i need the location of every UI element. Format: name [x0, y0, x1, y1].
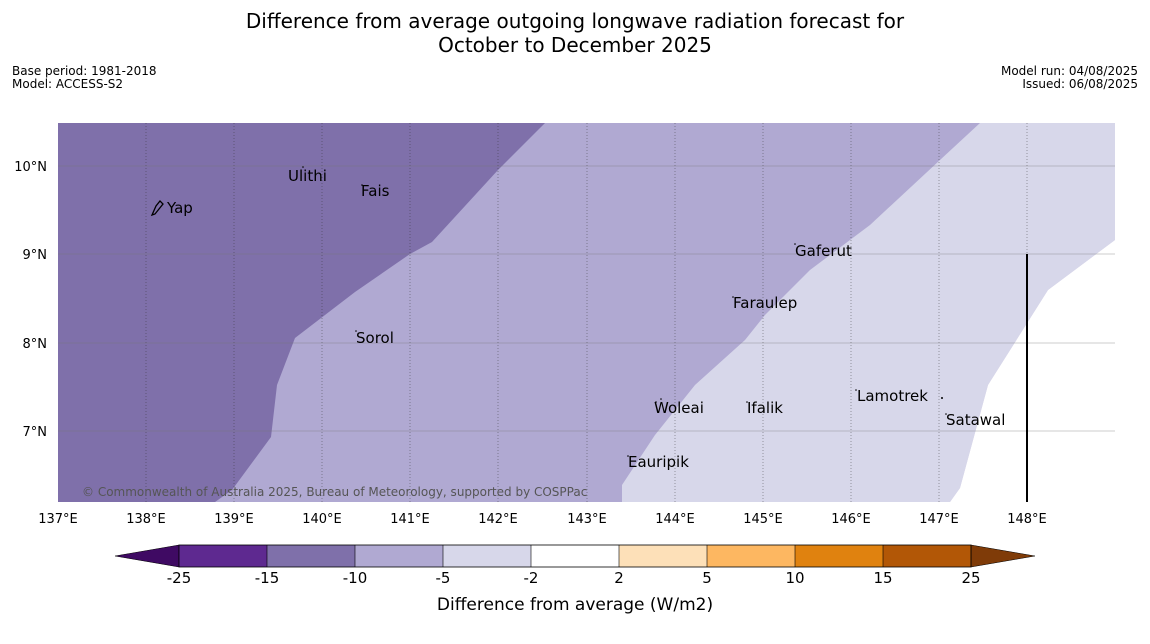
place-label-eauripik: Eauripik — [628, 453, 689, 471]
colorbar-ticks: -25 -15 -10 -5 -2 2 5 10 15 25 — [167, 569, 981, 587]
colorbar-segment-1 — [179, 545, 267, 567]
place-label-satawal: Satawal — [946, 411, 1005, 429]
colorbar-segment-3 — [355, 545, 443, 567]
colorbar-segment-9 — [883, 545, 971, 567]
band-neutral — [950, 240, 1115, 502]
colorbar-tick-10: 25 — [961, 569, 980, 587]
colorbar-segment-5 — [531, 545, 619, 567]
colorbar-tick-8: 10 — [785, 569, 804, 587]
island-dots — [302, 166, 947, 457]
x-axis-ticks: 137°E 138°E 139°E 140°E 141°E 142°E 143°… — [38, 512, 1047, 527]
place-label-faraulep: Faraulep — [733, 294, 797, 312]
x-tick-141e: 141°E — [390, 512, 430, 527]
place-label-fais: Fais — [361, 182, 390, 200]
chart-title: Difference from average outgoing longwav… — [0, 9, 1150, 57]
map-area: Yap Ulithi Fais Gaferut Faraulep Sorol W… — [58, 123, 1115, 502]
colorbar-low-extension — [114, 544, 180, 568]
x-tick-138e: 138°E — [126, 512, 166, 527]
place-label-lamotrek: Lamotrek — [857, 387, 928, 405]
y-tick-7n: 7°N — [23, 425, 48, 440]
x-tick-144e: 144°E — [655, 512, 695, 527]
yap-island-shape — [150, 200, 164, 217]
colorbar-tick-4: -5 — [436, 569, 451, 587]
colorbar-tick-1: -25 — [167, 569, 192, 587]
colorbar: -25 -15 -10 -5 -2 2 5 10 15 25 Differenc… — [114, 544, 1036, 615]
copyright-notice: © Commonwealth of Australia 2025, Bureau… — [82, 485, 587, 499]
colorbar-tick-5: -2 — [524, 569, 539, 587]
colorbar-outline — [178, 544, 972, 568]
colorbar-tick-7: 5 — [702, 569, 712, 587]
colorbar-tick-2: -15 — [255, 569, 280, 587]
model-run-label: Model run: 04/08/2025 — [1000, 64, 1138, 78]
y-axis-ticks: 10°N 9°N 8°N 7°N — [14, 160, 47, 440]
x-tick-145e: 145°E — [743, 512, 783, 527]
colorbar-segment-4 — [443, 545, 531, 567]
x-tick-140e: 140°E — [302, 512, 342, 527]
x-tick-142e: 142°E — [478, 512, 518, 527]
colorbar-title: Difference from average (W/m2) — [437, 595, 713, 615]
place-label-ulithi: Ulithi — [288, 167, 327, 185]
x-tick-139e: 139°E — [214, 512, 254, 527]
latitude-gridlines — [58, 165, 1115, 432]
x-tick-147e: 147°E — [919, 512, 959, 527]
meta-right: Model run: 04/08/2025 Issued: 06/08/2025 — [1001, 65, 1138, 91]
place-label-woleai: Woleai — [654, 399, 704, 417]
band-minus-2-to-minus-5 — [622, 123, 1115, 502]
y-tick-10n: 10°N — [14, 160, 47, 175]
place-label-yap: Yap — [166, 199, 193, 217]
colorbar-tick-3: -10 — [343, 569, 368, 587]
chart-title-line-2: October to December 2025 — [438, 33, 712, 57]
model-label: Model: ACCESS-S2 — [12, 77, 124, 91]
base-period-label: Base period: 1981-2018 — [12, 64, 157, 78]
chart-title-line-1: Difference from average outgoing longwav… — [245, 9, 905, 33]
x-tick-146e: 146°E — [831, 512, 871, 527]
place-label-ifalik: Ifalik — [747, 399, 783, 417]
place-label-gaferut: Gaferut — [795, 242, 852, 260]
place-label-sorol: Sorol — [356, 329, 394, 347]
meta-left: Base period: 1981-2018 Model: ACCESS-S2 — [12, 65, 157, 91]
colorbar-segment-7 — [707, 545, 795, 567]
colorbar-segment-2 — [267, 545, 355, 567]
colorbar-segment-6 — [619, 545, 707, 567]
colorbar-tick-6: 2 — [614, 569, 624, 587]
colorbar-high-extension — [970, 544, 1036, 568]
y-tick-8n: 8°N — [23, 337, 48, 352]
y-tick-9n: 9°N — [23, 248, 48, 263]
x-tick-148e: 148°E — [1007, 512, 1047, 527]
colorbar-dividers — [266, 545, 884, 567]
x-tick-143e: 143°E — [567, 512, 607, 527]
issued-label: Issued: 06/08/2025 — [1022, 77, 1138, 91]
x-tick-137e: 137°E — [38, 512, 78, 527]
colorbar-segment-8 — [795, 545, 883, 567]
colorbar-tick-9: 15 — [873, 569, 892, 587]
